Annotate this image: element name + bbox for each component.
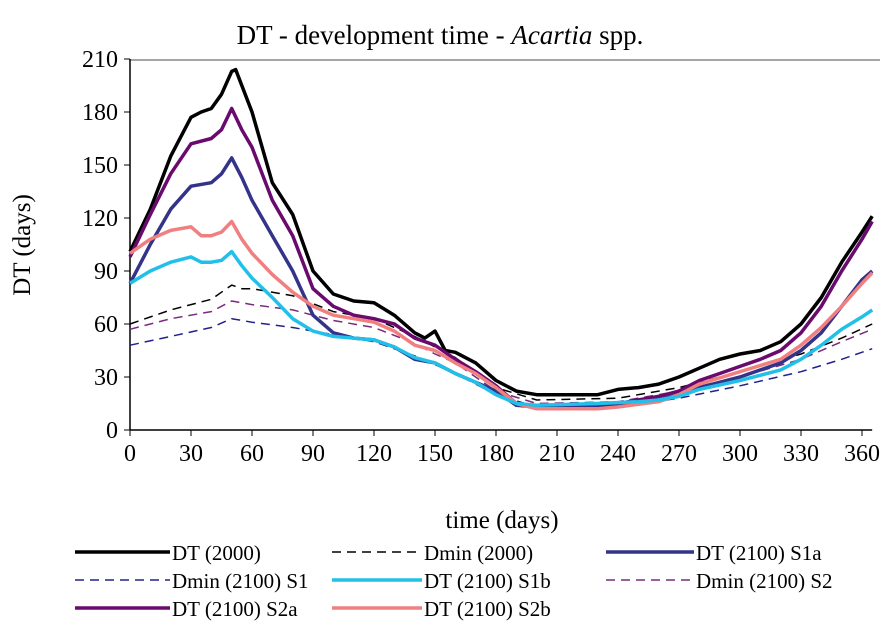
series-line	[129, 219, 874, 411]
y-tick-label: 60	[94, 312, 118, 338]
x-tick-label: 120	[356, 441, 392, 467]
x-tick-label: 210	[539, 441, 575, 467]
legend: DT (2000) Dmin (2000) DT (2100) S1a Dmin (2…	[75, 541, 833, 621]
series-line	[129, 249, 874, 408]
y-tick-label: 180	[82, 100, 118, 126]
series-line	[128, 67, 874, 397]
legend-label: DT (2100) S1a	[696, 541, 822, 565]
legend-label: DT (2100) S2a	[172, 597, 298, 621]
x-axis-label: time (days)	[445, 507, 558, 534]
x-tick-label: 240	[600, 441, 636, 467]
legend-label: DT (2100) S2b	[424, 597, 551, 621]
legend-label: Dmin (2000)	[424, 541, 533, 565]
x-tick-label: 150	[417, 441, 453, 467]
x-tick-label: 360	[844, 441, 880, 467]
y-tick-label: 150	[82, 153, 118, 179]
x-tick-label: 60	[240, 441, 264, 467]
series-line	[129, 317, 873, 408]
x-tick-label: 180	[478, 441, 514, 467]
legend-label: DT (2100) S1b	[424, 569, 551, 593]
series-line	[128, 106, 874, 409]
series-line	[128, 156, 874, 409]
y-tick-label: 210	[82, 47, 118, 73]
y-tick-label: 30	[94, 365, 118, 391]
x-tick-label: 330	[783, 441, 819, 467]
x-tick-label: 30	[179, 441, 203, 467]
legend-label: DT (2000)	[172, 541, 261, 565]
x-tick-label: 300	[722, 441, 758, 467]
x-tick-label: 0	[124, 441, 136, 467]
y-tick-label: 90	[94, 259, 118, 285]
legend-label: Dmin (2100) S2	[696, 569, 833, 593]
x-tick-label: 270	[661, 441, 697, 467]
chart-title: DT - development time - Acartia spp.	[237, 20, 644, 50]
legend-label: Dmin (2100) S1	[172, 569, 309, 593]
y-axis-label: DT (days)	[9, 194, 36, 296]
y-tick-label: 0	[106, 418, 118, 444]
x-tick-label: 90	[301, 441, 325, 467]
y-tick-label: 120	[82, 206, 118, 232]
